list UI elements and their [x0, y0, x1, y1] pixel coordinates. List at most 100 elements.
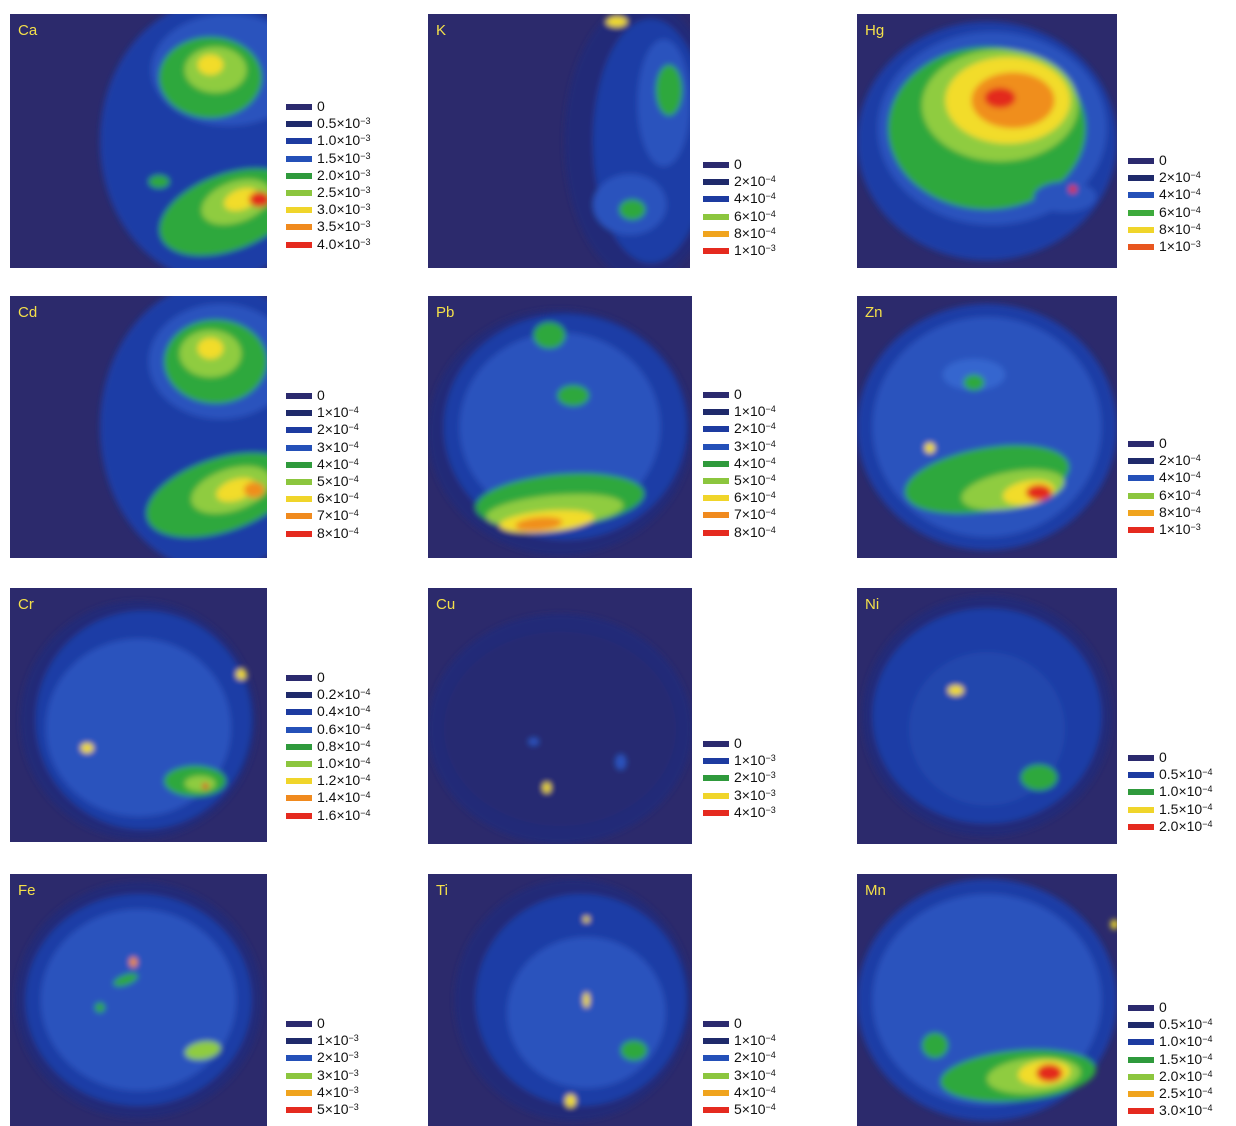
legend-swatch: [703, 1055, 729, 1062]
heatmap-cd: [10, 296, 267, 558]
legend-swatch: [286, 104, 312, 110]
legend-swatch: [286, 692, 312, 699]
legend-label: 0.2×10−4: [317, 686, 371, 703]
legend-swatch: [1128, 243, 1154, 250]
legend-label: 1×10−4: [734, 403, 776, 420]
legend-label: 0: [1159, 999, 1167, 1015]
legend-label: 0.5×10−4: [1159, 766, 1213, 783]
legend-swatch: [1128, 158, 1154, 164]
legend-swatch: [703, 741, 729, 747]
legend-swatch: [1128, 509, 1154, 516]
legend-swatch: [286, 726, 312, 733]
legend-swatch: [286, 795, 312, 802]
element-label: Zn: [865, 304, 883, 321]
legend-swatch: [286, 172, 312, 179]
legend-swatch: [286, 1055, 312, 1062]
legend-swatch: [1128, 755, 1154, 761]
concentration-region: [148, 175, 170, 188]
element-label: Hg: [865, 22, 885, 39]
concentration-region: [542, 782, 551, 793]
concentration-region: [197, 54, 224, 75]
legend-swatch: [703, 529, 729, 536]
legend-swatch: [286, 1072, 312, 1079]
concentration-region: [236, 669, 247, 680]
concentration-region: [1110, 919, 1117, 930]
legend-label: 4×10−4: [734, 1083, 776, 1100]
legend-swatch: [1128, 789, 1154, 796]
legend-label: 7×10−4: [734, 506, 776, 523]
legend-label: 2×10−4: [734, 420, 776, 437]
legend-swatch: [703, 179, 729, 186]
map-panel-fe: Fe: [10, 874, 267, 1126]
element-label: Cr: [18, 596, 34, 613]
concentration-region: [984, 87, 1016, 108]
concentration-region: [1026, 484, 1052, 501]
heatmap-pb: [428, 296, 692, 558]
legend-label: 2×10−3: [734, 769, 776, 786]
legend-label: 3×10−4: [734, 1066, 776, 1083]
legend-swatch: [1128, 1022, 1154, 1029]
legend-swatch: [286, 1038, 312, 1045]
legend-label: 3×10−4: [317, 438, 359, 455]
concentration-region: [619, 199, 646, 220]
map-panel-cr: Cr: [10, 588, 267, 842]
concentration-region: [243, 482, 265, 498]
legend-swatch: [286, 155, 312, 162]
legend-swatch: [703, 460, 729, 467]
legend-swatch: [1128, 823, 1154, 830]
legend-label: 6×10−4: [734, 489, 776, 506]
legend-label: 1×10−3: [734, 752, 776, 769]
legend-label: 0.5×10−4: [1159, 1016, 1213, 1033]
legend-label: 3×10−4: [734, 437, 776, 454]
legend-swatch: [703, 758, 729, 765]
heatmap-ni: [857, 588, 1117, 844]
legend-label: 6×10−4: [317, 490, 359, 507]
legend-swatch: [703, 213, 729, 220]
legend-swatch: [1128, 1039, 1154, 1046]
legend-swatch: [703, 495, 729, 502]
concentration-region: [922, 1032, 948, 1058]
heatmap-ti: [428, 874, 692, 1126]
legend-swatch: [1128, 492, 1154, 499]
legend-label: 1×10−4: [734, 1032, 776, 1049]
legend-swatch: [286, 121, 312, 128]
element-label: Cd: [18, 304, 38, 321]
legend-label: 6×10−4: [734, 207, 776, 224]
legend-label: 1.5×10−3: [317, 149, 371, 166]
concentration-region: [620, 1040, 648, 1061]
legend-label: 2×10−4: [734, 1049, 776, 1066]
legend-swatch: [1128, 1005, 1154, 1011]
legend-label: 3.0×10−3: [317, 201, 371, 218]
heatmap-k: [428, 14, 690, 268]
legend-swatch: [1128, 1056, 1154, 1063]
legend-label: 2.0×10−4: [1159, 1067, 1213, 1084]
heatmap-cu: [428, 588, 692, 844]
element-label: Ca: [18, 22, 38, 39]
heatmap-zn: [857, 296, 1117, 558]
legend-label: 5×10−4: [734, 471, 776, 488]
legend-swatch: [1128, 1108, 1154, 1115]
legend-swatch: [286, 444, 312, 451]
legend-swatch: [703, 230, 729, 237]
legend-label: 1.5×10−4: [1159, 800, 1213, 817]
legend-swatch: [1128, 441, 1154, 447]
map-panel-pb: Pb: [428, 296, 692, 558]
legend-swatch: [703, 247, 729, 254]
legend-label: 1.2×10−4: [317, 772, 371, 789]
legend-label: 0: [317, 387, 325, 403]
legend-label: 2.0×10−4: [1159, 817, 1213, 834]
legend-label: 3×10−3: [734, 786, 776, 803]
legend-label: 1.4×10−4: [317, 789, 371, 806]
legend-label: 8×10−4: [734, 224, 776, 241]
map-panel-k: K: [428, 14, 690, 268]
concentration-region: [1033, 181, 1097, 213]
legend-label: 3.5×10−3: [317, 218, 371, 235]
legend-swatch: [703, 775, 729, 782]
legend-label: 4×10−4: [734, 454, 776, 471]
legend-swatch: [1128, 475, 1154, 482]
concentration-region: [113, 973, 138, 987]
legend-label: 2×10−4: [1159, 452, 1201, 469]
legend-label: 0: [317, 98, 325, 114]
legend-swatch: [1128, 772, 1154, 779]
concentration-region: [249, 191, 267, 208]
